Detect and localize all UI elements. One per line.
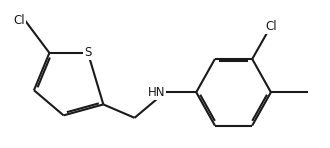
Text: HN: HN bbox=[148, 86, 165, 99]
Text: Cl: Cl bbox=[14, 14, 25, 27]
Text: Cl: Cl bbox=[265, 20, 277, 33]
Text: S: S bbox=[84, 46, 92, 59]
